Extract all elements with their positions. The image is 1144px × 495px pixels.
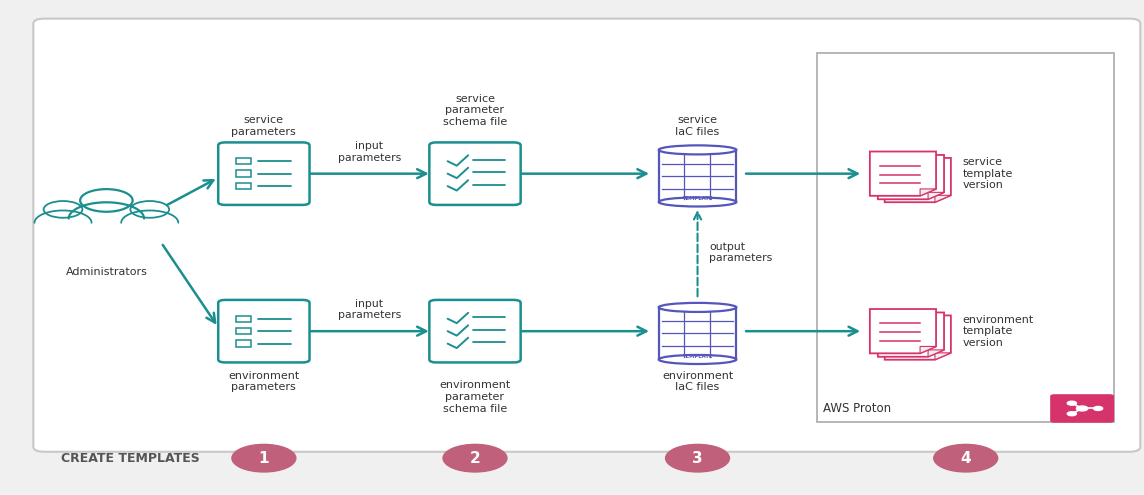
Circle shape (80, 189, 133, 212)
FancyBboxPatch shape (1050, 394, 1114, 423)
Polygon shape (869, 309, 936, 353)
Circle shape (130, 201, 169, 218)
Polygon shape (928, 193, 944, 199)
Circle shape (443, 445, 507, 472)
FancyBboxPatch shape (659, 150, 737, 202)
FancyBboxPatch shape (219, 143, 310, 205)
Text: TEMPLATE: TEMPLATE (682, 197, 713, 201)
Bar (237, 341, 252, 347)
Text: AWS Proton: AWS Proton (823, 402, 891, 415)
Text: TEMPLATE: TEMPLATE (682, 354, 713, 359)
FancyBboxPatch shape (33, 19, 1141, 452)
Bar (237, 315, 252, 322)
FancyBboxPatch shape (429, 143, 521, 205)
Circle shape (1094, 406, 1103, 410)
FancyBboxPatch shape (659, 307, 737, 359)
Text: 3: 3 (692, 450, 702, 466)
Circle shape (1067, 401, 1077, 405)
FancyBboxPatch shape (219, 300, 310, 362)
Polygon shape (920, 189, 936, 196)
Text: input
parameters: input parameters (337, 299, 402, 320)
Polygon shape (884, 158, 951, 202)
Circle shape (1077, 406, 1088, 411)
Bar (237, 158, 252, 164)
Polygon shape (884, 315, 951, 360)
Polygon shape (920, 346, 936, 353)
Text: service
parameter
schema file: service parameter schema file (443, 94, 507, 127)
Text: service
IaC files: service IaC files (675, 115, 720, 137)
Text: 2: 2 (470, 450, 480, 466)
Text: CREATE TEMPLATES: CREATE TEMPLATES (61, 451, 199, 465)
FancyBboxPatch shape (817, 53, 1114, 422)
Text: environment
parameter
schema file: environment parameter schema file (439, 380, 510, 414)
Text: input
parameters: input parameters (337, 141, 402, 163)
Circle shape (43, 201, 82, 218)
Text: environment
parameters: environment parameters (229, 371, 300, 392)
Circle shape (1067, 412, 1077, 416)
Polygon shape (935, 196, 951, 202)
Polygon shape (869, 151, 936, 196)
Circle shape (666, 445, 730, 472)
Text: service
parameters: service parameters (231, 115, 296, 137)
Circle shape (934, 445, 998, 472)
Text: environment
IaC files: environment IaC files (662, 371, 733, 392)
Bar (237, 170, 252, 177)
Text: environment
template
version: environment template version (962, 315, 1033, 348)
Ellipse shape (659, 198, 737, 206)
Polygon shape (928, 350, 944, 357)
Circle shape (232, 445, 296, 472)
Ellipse shape (659, 146, 737, 154)
Text: 1: 1 (259, 450, 269, 466)
Ellipse shape (659, 355, 737, 364)
Polygon shape (935, 353, 951, 360)
FancyBboxPatch shape (429, 300, 521, 362)
Polygon shape (877, 312, 944, 357)
Text: service
template
version: service template version (962, 157, 1012, 190)
Polygon shape (877, 155, 944, 199)
Bar (237, 328, 252, 335)
Text: output
parameters: output parameters (709, 242, 772, 263)
Ellipse shape (659, 303, 737, 312)
Bar (237, 183, 252, 189)
Text: 4: 4 (961, 450, 971, 466)
Text: Administrators: Administrators (65, 267, 148, 277)
